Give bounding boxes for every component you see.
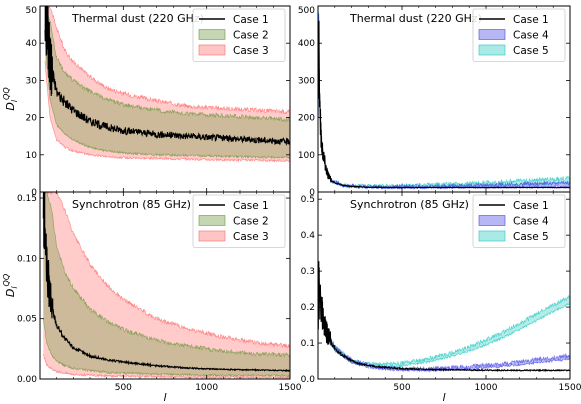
band-case-2-upper-edge (43, 192, 290, 358)
legend-label: Case 4 (513, 216, 549, 228)
y-tick-label: 20 (26, 114, 38, 124)
y-tick-label: 0.00 (17, 375, 37, 385)
legend-label: Case 3 (233, 231, 269, 243)
y-axis-label: DlQQ (2, 274, 19, 297)
x-tick-label: 1000 (475, 383, 498, 393)
legend-label: Case 2 (233, 30, 269, 42)
legend-box (472, 8, 566, 62)
y-tick-label: 0.15 (17, 194, 37, 204)
legend-swatch-case-2 (198, 215, 226, 226)
legend-label: Case 5 (513, 231, 549, 243)
plot-area (318, 12, 570, 190)
legend-swatch-case-3 (198, 230, 226, 242)
y-tick-label: 0.3 (301, 267, 315, 277)
y-axis-label: DlQQ (2, 87, 19, 110)
band-case-3-upper-edge (44, 6, 290, 115)
legend-box (472, 194, 566, 248)
plot-area (318, 261, 570, 373)
legend-label: Case 1 (233, 200, 269, 212)
y-tick-label: 0.10 (17, 254, 37, 264)
y-tick-label: 0 (309, 188, 315, 198)
panel-1: 0 10 20 30 40 50 Thermal dust (220 GHz) Case 1 C… (2, 5, 291, 198)
band-case-3-upper-edge (43, 192, 290, 349)
y-tick-label: 300 (298, 76, 315, 86)
band-case-4-lower-edge (318, 50, 570, 190)
y-tick-label: 50 (26, 6, 38, 16)
axes-frame (39, 191, 291, 380)
axes-frame (317, 191, 571, 380)
band-case-5-upper-edge (318, 276, 570, 367)
y-tick-label: 0.4 (301, 231, 316, 241)
y-tick-label: 30 (26, 76, 38, 86)
x-axis-label: l (442, 391, 445, 404)
legend-swatch-case-2 (198, 29, 226, 40)
line-case-1 (318, 20, 570, 189)
legend-box (192, 194, 286, 248)
y-tick-label: 0.0 (301, 375, 316, 385)
panel-title: Thermal dust (220 GHz) (71, 12, 204, 25)
band-case-2-upper-edge (44, 6, 290, 123)
panel-3: 500 1000 1500 0.00 0.05 0.10 0.15 Synchrotron (… (2, 191, 302, 404)
band-case-2-lower-edge (43, 318, 290, 378)
legend-label: Case 2 (233, 216, 269, 228)
panel-title: Synchrotron (85 GHz) (72, 198, 191, 211)
y-tick-label: 200 (298, 114, 315, 124)
band-case-3 (43, 192, 290, 379)
y-tick-label: 40 (26, 39, 38, 49)
y-tick-label: 0.1 (301, 339, 315, 349)
x-tick-label: 500 (393, 383, 410, 393)
y-tick-label: 10 (26, 151, 38, 161)
legend-label: Case 1 (513, 200, 549, 212)
y-tick-label: 0.05 (17, 315, 37, 325)
legend-swatch-case-4 (478, 215, 506, 226)
band-case-2 (43, 192, 290, 377)
x-tick-label: 500 (115, 383, 132, 393)
y-tick-label: 400 (298, 39, 315, 49)
panel-title: Synchrotron (85 GHz) (350, 198, 469, 211)
band-case-3-lower-edge (43, 354, 290, 379)
legend-swatch-case-5 (478, 230, 506, 242)
legend-label: Case 3 (233, 45, 269, 57)
legend-label: Case 1 (513, 14, 549, 26)
x-tick-label: 1500 (559, 383, 581, 393)
legend-swatch-case-5 (478, 44, 506, 56)
y-tick-label: 0.2 (301, 303, 315, 313)
x-tick-label: 1500 (279, 383, 302, 393)
x-axis-label: l (163, 391, 166, 404)
legend-box (192, 8, 286, 62)
line-case-1 (42, 192, 290, 373)
panel-title: Thermal dust (220 GHz) (349, 12, 482, 25)
y-tick-label: 500 (298, 6, 315, 16)
plot-area (42, 192, 290, 379)
band-case-2 (45, 6, 290, 159)
band-case-2-lower-edge (44, 42, 290, 160)
x-tick-label: 1000 (195, 383, 218, 393)
y-tick-label: 0.5 (301, 195, 315, 205)
legend-label: Case 1 (233, 14, 269, 26)
legend-swatch-case-4 (478, 29, 506, 40)
panel-4: 500 1000 1500 0.0 0.1 0.2 0.3 0.4 0.5 Synchrotron… (301, 191, 581, 404)
legend-label: Case 4 (513, 30, 549, 42)
legend-label: Case 5 (513, 45, 549, 57)
legend-swatch-case-3 (198, 44, 226, 56)
band-case-3-lower-edge (44, 60, 290, 163)
plot-area (44, 6, 290, 163)
y-tick-label: 100 (298, 151, 315, 161)
band-case-5-lower-edge (318, 51, 570, 190)
line-case-1 (44, 6, 290, 147)
panel-2: 0 100 200 300 400 500 Thermal dust (220 GHz) Ca… (298, 5, 571, 198)
y-tick-label: 0 (31, 188, 37, 198)
line-case-1 (318, 261, 570, 373)
